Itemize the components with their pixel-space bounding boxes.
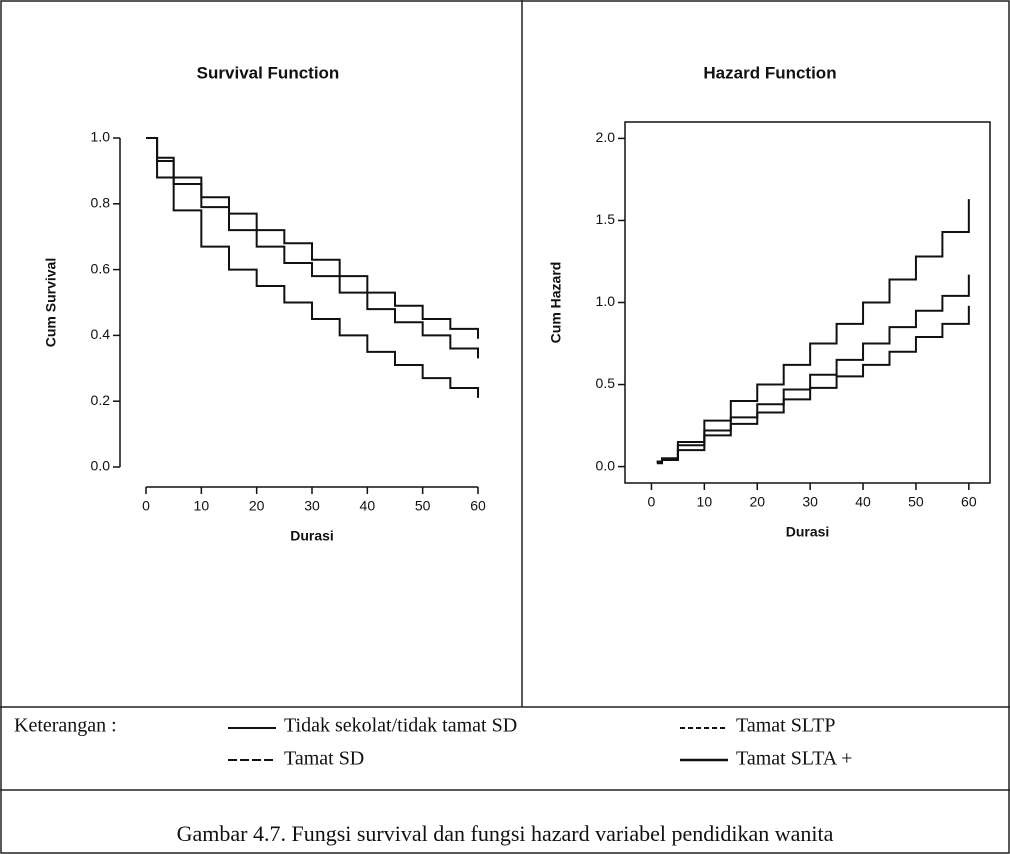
y-tick-label: 0.0 [596, 457, 616, 473]
survival-curve [656, 199, 970, 463]
x-tick-label: 10 [194, 498, 210, 514]
y-axis-label: Cum Hazard [548, 262, 564, 344]
y-tick-label: 1.5 [596, 211, 616, 227]
x-tick-label: 20 [749, 494, 765, 510]
y-tick-label: 0.4 [91, 326, 111, 342]
x-tick-label: 30 [304, 498, 320, 514]
x-tick-label: 0 [142, 498, 150, 514]
survival-curve [146, 137, 479, 339]
x-axis-label: Durasi [290, 528, 334, 544]
x-tick-label: 40 [360, 498, 376, 514]
x-tick-label: 40 [855, 494, 871, 510]
legend-entry: Tamat SLTP [736, 715, 836, 737]
y-tick-label: 0.2 [91, 392, 111, 408]
legend-entry: Tidak sekolat/tidak tamat SD [284, 715, 517, 737]
chart-title: Survival Function [197, 63, 340, 82]
y-tick-label: 0.6 [91, 260, 111, 276]
y-tick-label: 1.0 [596, 293, 616, 309]
y-tick-label: 0.8 [91, 195, 111, 211]
y-tick-label: 0.0 [91, 458, 111, 474]
x-tick-label: 0 [648, 494, 656, 510]
survival-curve [146, 137, 479, 398]
legend-title: Keterangan : [14, 715, 117, 737]
x-axis-label: Durasi [786, 524, 830, 540]
x-tick-label: 20 [249, 498, 265, 514]
x-tick-label: 60 [961, 494, 977, 510]
y-axis-label: Cum Survival [43, 258, 59, 347]
chart-title: Hazard Function [703, 63, 836, 82]
legend-entry: Tamat SD [284, 748, 364, 770]
x-tick-label: 50 [415, 498, 431, 514]
survival-curve [146, 137, 479, 359]
x-tick-label: 60 [470, 498, 486, 514]
caption: Gambar 4.7. Fungsi survival dan fungsi h… [177, 821, 834, 846]
y-tick-label: 1.0 [91, 129, 111, 145]
survival-curve [656, 274, 970, 463]
legend-entry: Tamat SLTA + [736, 748, 852, 770]
x-tick-label: 30 [802, 494, 818, 510]
survival-curve [656, 305, 970, 465]
y-tick-label: 2.0 [596, 129, 616, 145]
x-tick-label: 50 [908, 494, 924, 510]
x-tick-label: 10 [697, 494, 713, 510]
y-tick-label: 0.5 [596, 375, 616, 391]
plot-frame [624, 121, 991, 484]
